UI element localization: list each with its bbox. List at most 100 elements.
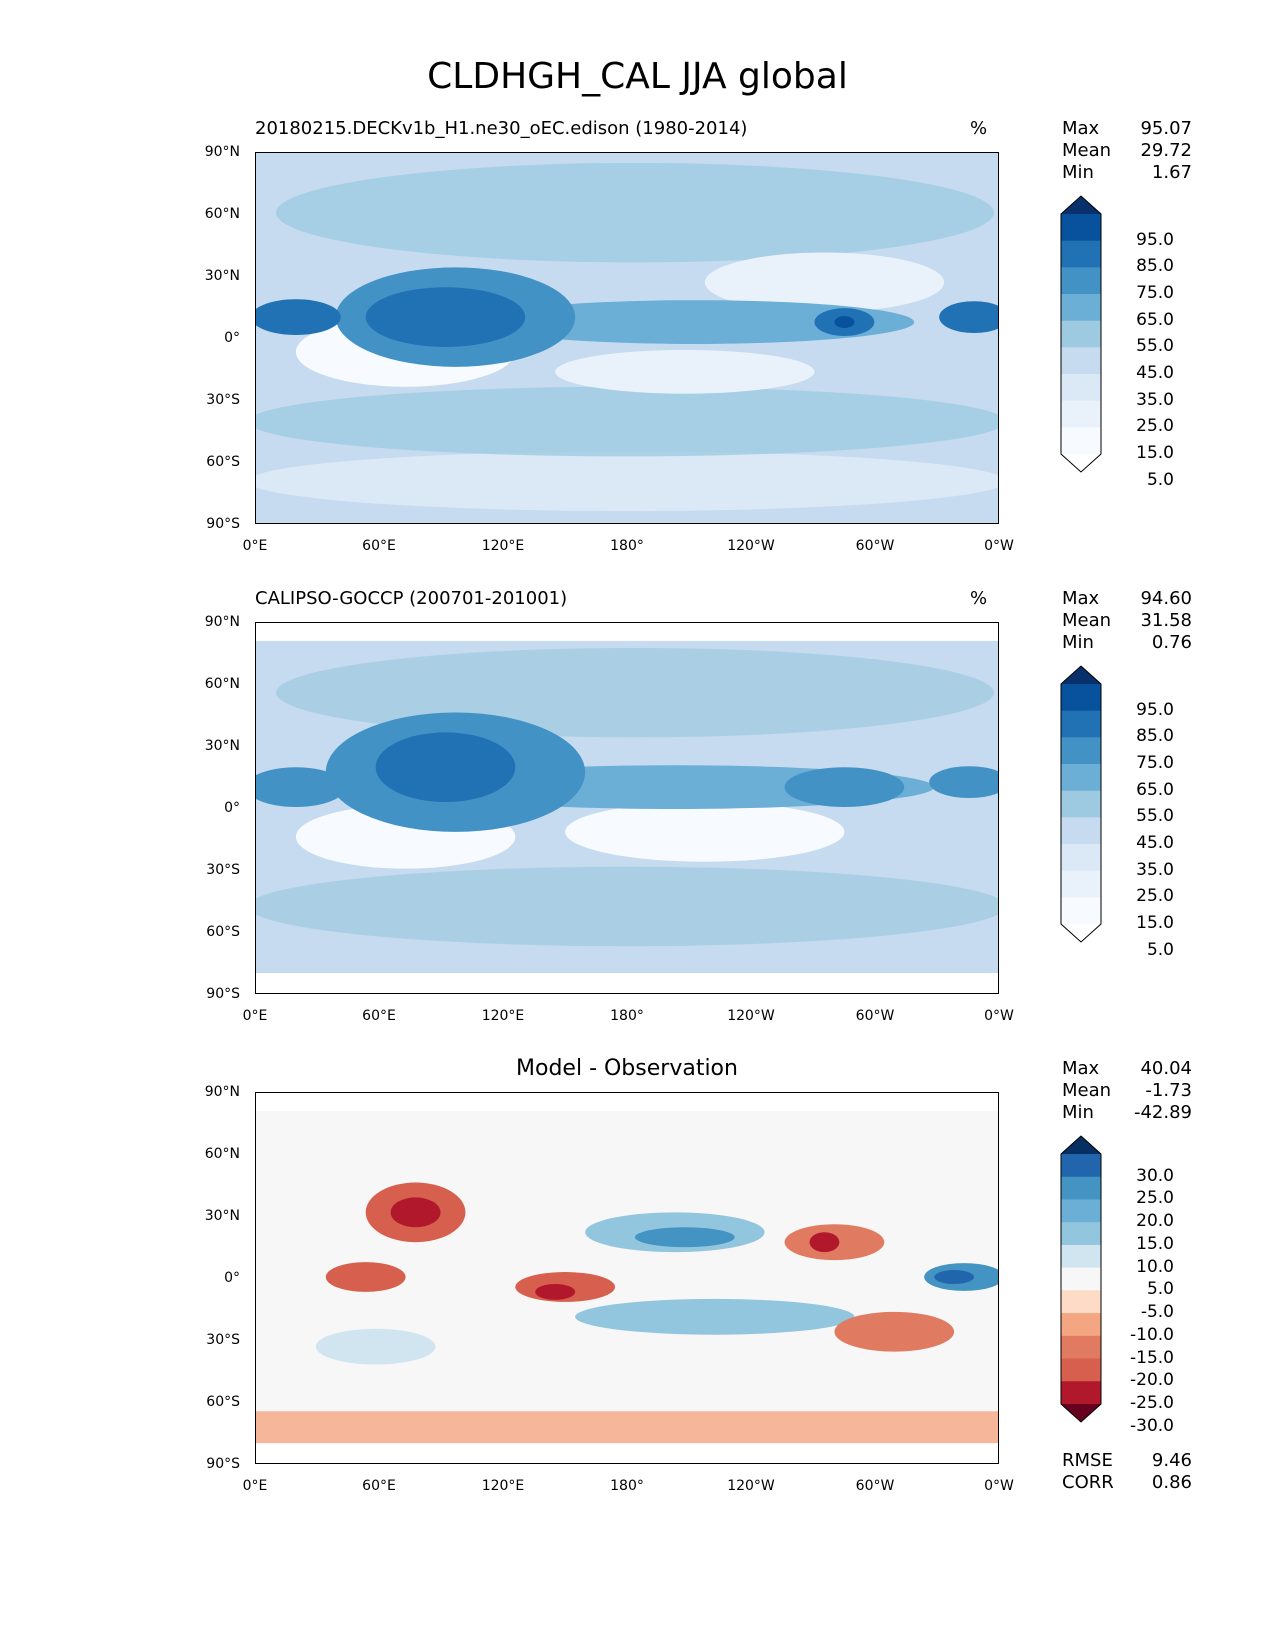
lat-tick: 0° — [224, 800, 240, 816]
lat-tick: 60°N — [204, 1146, 240, 1162]
panel-title: 20180215.DECKv1b_H1.ne30_oEC.edison (198… — [255, 118, 748, 139]
colorbar-tick-label: 15.0 — [1136, 443, 1174, 463]
lat-tick: 90°N — [204, 1084, 240, 1100]
colorbar-segment — [1061, 737, 1101, 765]
colorbar-tick-label: 10.0 — [1136, 1256, 1174, 1277]
colorbar-tick-label: 5.0 — [1146, 939, 1174, 960]
lat-tick: 90°S — [206, 986, 240, 1002]
colorbar-segment — [1061, 374, 1101, 402]
colorbar-segment — [1061, 1199, 1101, 1223]
colorbar-tick-label: 25.0 — [1136, 416, 1174, 437]
map-plot — [255, 152, 999, 524]
colorbar-extend-max — [1061, 1136, 1101, 1154]
colorbar-segment — [1061, 427, 1101, 455]
lon-tick: 120°W — [727, 1008, 775, 1024]
lat-tick: 30°S — [206, 392, 240, 408]
lon-tick: 60°W — [855, 538, 895, 554]
lon-tick: 60°W — [855, 1008, 895, 1024]
stat-mean: Mean -1.73 — [1062, 1080, 1192, 1101]
lat-tick: 30°S — [206, 862, 240, 878]
map-plot — [255, 1092, 999, 1464]
colorbar-segment — [1061, 1313, 1101, 1337]
colorbar-segment — [1061, 400, 1101, 428]
lat-tick: 90°S — [206, 516, 240, 532]
stats-block: Max 40.04 Mean -1.73 Min -42.89 — [1062, 1058, 1192, 1124]
colorbar-tick-label: -30.0 — [1130, 1415, 1174, 1436]
lat-tick: 30°N — [204, 268, 240, 284]
lon-tick: 60°E — [362, 1478, 396, 1494]
colorbar-tick-label: 95.0 — [1136, 699, 1174, 720]
colorbar-segment — [1061, 1381, 1101, 1405]
lon-tick: 120°W — [727, 1478, 775, 1494]
panel-difference: Model - Observation 90°N 60°N 30°N 0° 30… — [0, 1050, 1275, 1510]
colorbar-tick-label: -25.0 — [1130, 1393, 1174, 1413]
colorbar-segment — [1061, 1267, 1101, 1291]
colorbar-outline — [1060, 195, 1102, 473]
colorbar-tick-label: -15.0 — [1130, 1347, 1174, 1368]
lat-tick: 30°N — [204, 738, 240, 754]
colorbar-segment — [1061, 294, 1101, 322]
units-label: % — [970, 588, 988, 609]
colorbar-tick-label: 20.0 — [1136, 1211, 1174, 1232]
colorbar-segment — [1061, 320, 1101, 348]
lon-tick: 0°E — [242, 1478, 268, 1494]
colorbar-tick-label: 30.0 — [1136, 1165, 1174, 1186]
lat-tick: 30°N — [204, 1208, 240, 1224]
lon-tick: 0°E — [242, 538, 268, 554]
stat-mean: Mean 29.72 — [1062, 140, 1192, 161]
lon-tick: 180° — [610, 1478, 644, 1494]
colorbar-outline — [1060, 665, 1102, 943]
colorbar-tick-label: 85.0 — [1136, 256, 1174, 277]
colorbar-segment — [1061, 1290, 1101, 1314]
lon-tick: 0°W — [984, 1008, 1014, 1024]
colorbar-tick-label: 5.0 — [1146, 469, 1174, 490]
colorbar-tick-label: 55.0 — [1136, 336, 1174, 357]
colorbar-tick-label: 55.0 — [1136, 806, 1174, 827]
colorbar-segment — [1061, 764, 1101, 792]
colorbar-tick-label: 15.0 — [1136, 1233, 1174, 1254]
metric-rmse: RMSE 9.46 — [1062, 1450, 1192, 1471]
panel-title: CALIPSO-GOCCP (200701-201001) — [255, 588, 568, 609]
colorbar-segment — [1061, 1154, 1101, 1178]
figure-title: CLDHGH_CAL JJA global — [427, 56, 848, 97]
stat-min: Min -42.89 — [1062, 1102, 1192, 1123]
lat-tick: 0° — [224, 1270, 240, 1286]
colorbar-tick-label: 75.0 — [1136, 283, 1174, 303]
colorbar-tick-label: -5.0 — [1140, 1302, 1174, 1323]
colorbar-segment — [1061, 1222, 1101, 1246]
colorbar-tick-label: 95.0 — [1136, 229, 1174, 250]
lon-tick: 120°W — [727, 538, 775, 554]
colorbar-segment — [1061, 240, 1101, 268]
lat-tick: 0° — [224, 330, 240, 346]
colorbar-segment — [1061, 790, 1101, 818]
colorbar-segment — [1061, 1176, 1101, 1200]
colorbar-tick-label: 65.0 — [1136, 309, 1174, 330]
colorbar-tick-label: 45.0 — [1136, 833, 1174, 853]
colorbar-tick-label: 15.0 — [1136, 913, 1174, 933]
colorbar-tick-label: 5.0 — [1146, 1279, 1174, 1300]
colorbar-segment — [1061, 1358, 1101, 1382]
cloud-field-reference — [256, 623, 998, 993]
colorbar-segment — [1061, 1335, 1101, 1360]
stat-mean: Mean 31.58 — [1062, 610, 1192, 631]
lat-tick: 60°N — [204, 676, 240, 692]
lat-tick: 60°S — [206, 454, 240, 470]
stat-max: Max 94.60 — [1062, 588, 1192, 609]
panel-test: 20180215.DECKv1b_H1.ne30_oEC.edison (198… — [0, 110, 1275, 570]
colorbar-extend-min — [1061, 924, 1101, 942]
panel-reference: CALIPSO-GOCCP (200701-201001) % 90°N 60°… — [0, 580, 1275, 1040]
stat-min: Min 0.76 — [1062, 632, 1192, 653]
stat-max: Max 95.07 — [1062, 118, 1192, 139]
colorbar-tick-label: 25.0 — [1136, 1188, 1174, 1209]
colorbar-tick-label: 75.0 — [1136, 753, 1174, 773]
colorbar-segment — [1061, 684, 1101, 712]
lat-tick: 60°N — [204, 206, 240, 222]
colorbar-segment — [1061, 1244, 1101, 1269]
lon-tick: 120°E — [481, 538, 525, 554]
colorbar-extend-max — [1061, 196, 1101, 214]
lon-tick: 0°W — [984, 1478, 1014, 1494]
colorbar-outline — [1060, 1135, 1102, 1423]
colorbar-segment — [1061, 897, 1101, 925]
lat-tick: 60°S — [206, 924, 240, 940]
lon-tick: 60°W — [855, 1478, 895, 1494]
